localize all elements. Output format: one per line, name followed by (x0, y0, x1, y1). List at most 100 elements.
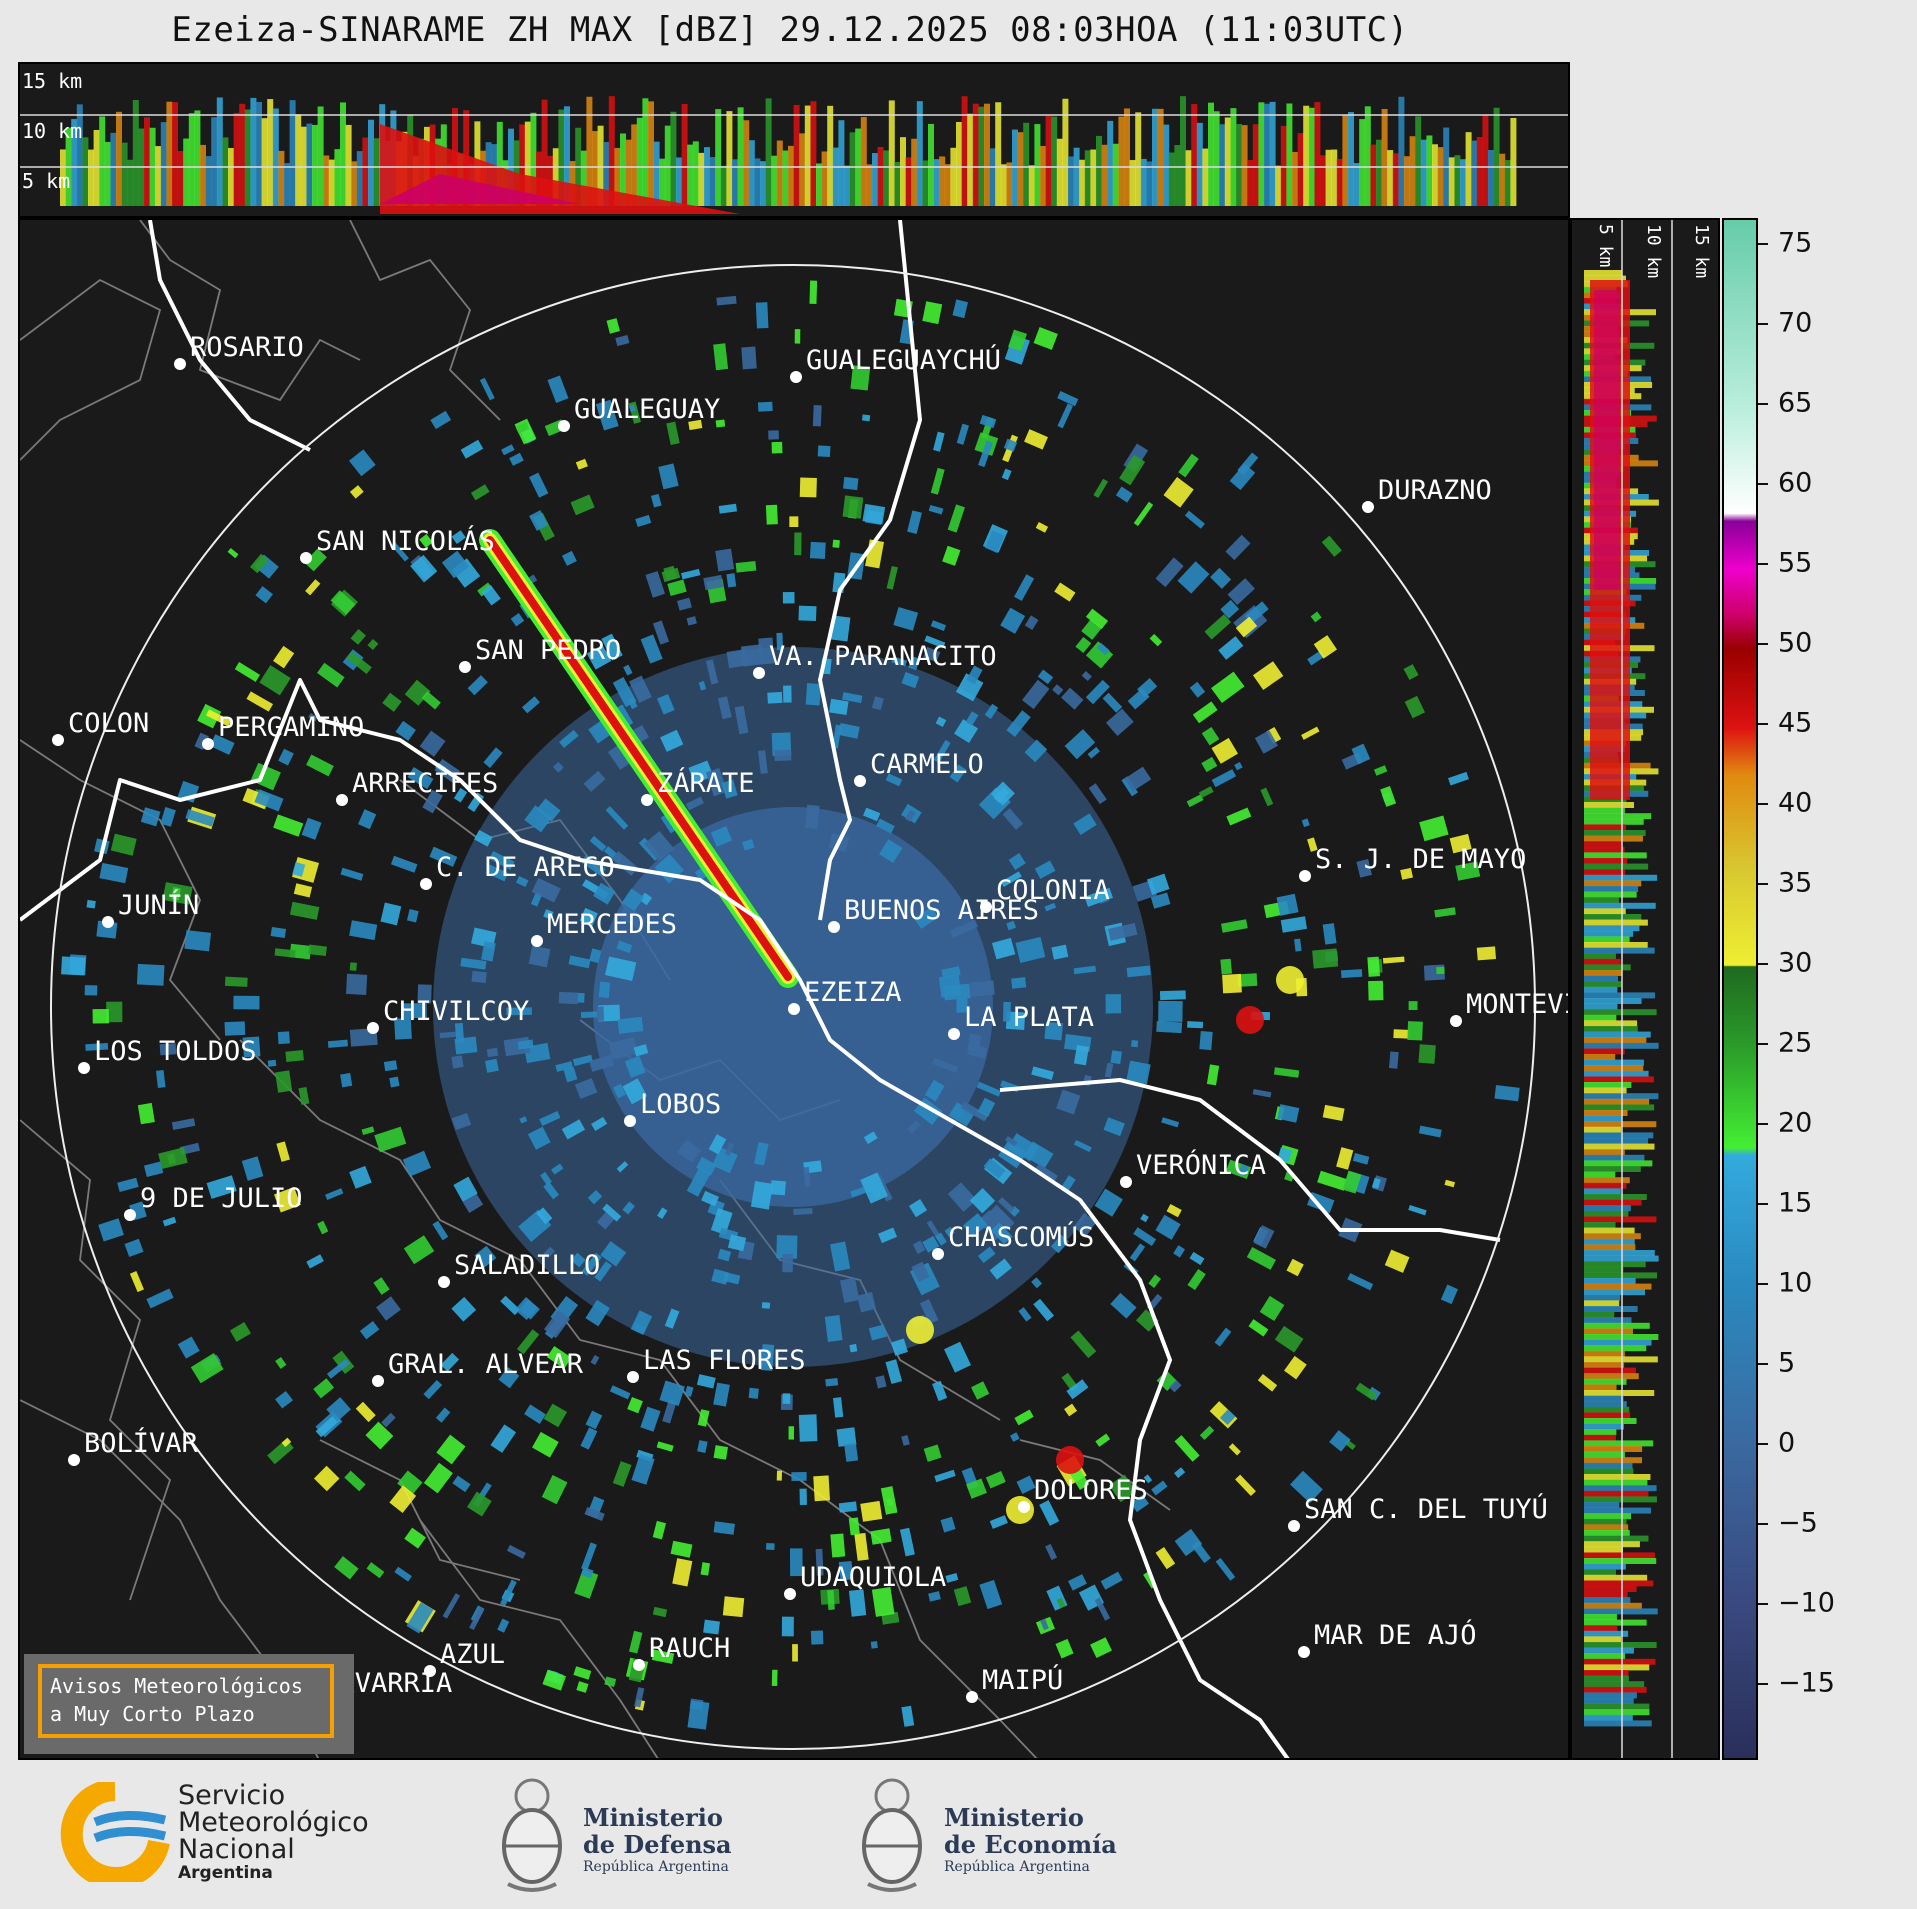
city-label: SAN PEDRO (475, 635, 621, 666)
city-label: COLON (68, 708, 149, 739)
city-marker: GUALEGUAYCHÚ (790, 344, 1001, 383)
colorbar-tick-mark (1758, 1603, 1768, 1605)
city-label: UDAQUIOLA (800, 1562, 946, 1593)
colorbar-tick-mark (1758, 483, 1768, 485)
city-dot (966, 1691, 978, 1703)
city-dot (1362, 501, 1374, 513)
city-dot (174, 358, 186, 370)
side-label-10km: 10 km (1643, 224, 1664, 278)
city-dot (1299, 870, 1311, 882)
colorbar-tick-mark (1758, 1523, 1768, 1525)
city-marker: ZÁRATE (641, 767, 755, 806)
city-marker: DURAZNO (1362, 475, 1492, 513)
colorbar-tick-label: 10 (1778, 1267, 1813, 1299)
city-dot (627, 1371, 639, 1383)
city-label: CHASCOMÚS (948, 1221, 1094, 1253)
colorbar-tick-label: 20 (1778, 1107, 1813, 1139)
city-marker: CARMELO (854, 749, 984, 787)
city-marker: MERCEDES (531, 909, 677, 947)
colorbar-tick-label: 35 (1778, 867, 1813, 899)
warning-line2: a Muy Corto Plazo (50, 1702, 255, 1726)
colorbar-tick-label: 5 (1778, 1347, 1796, 1379)
colorbar-tick-label: 75 (1778, 227, 1813, 259)
top-label-15km: 15 km (22, 69, 82, 93)
city-marker: BUENOS AIRES (828, 895, 1039, 933)
city-marker: UDAQUIOLA (784, 1562, 946, 1600)
footer: Servicio Meteorológico Nacional Argentin… (0, 1760, 1917, 1909)
colorbar-tick-label: 60 (1778, 467, 1813, 499)
side-echo-profile (1584, 270, 1659, 1727)
city-label: VA. PARANACITO (769, 641, 997, 672)
city-label: JUNÍN (118, 889, 199, 921)
city-marker: PERGAMINO (202, 712, 364, 750)
smn-logo-text: Servicio Meteorológico Nacional Argentin… (178, 1782, 369, 1883)
city-marker: EZEIZA (788, 977, 902, 1015)
city-marker: CHIVILCOY (367, 996, 529, 1034)
defensa-logo-text: Ministerio de Defensa República Argentin… (583, 1804, 732, 1876)
city-dot (753, 667, 765, 679)
colorbar-tick-mark (1758, 1683, 1768, 1685)
colorbar-tick-label: 55 (1778, 547, 1813, 579)
city-marker: SAN NICOLÁS (300, 525, 495, 564)
city-marker: LOS TOLDOS (78, 1036, 257, 1074)
city-dot (828, 921, 840, 933)
city-label: ZÁRATE (657, 767, 755, 799)
radar-map[interactable]: ROSARIO GUALEGUAYCHÚ GUALEGUAY SAN NICOLÁS D… (18, 218, 1570, 1760)
city-label: EZEIZA (804, 977, 902, 1008)
radar-range-ring (50, 264, 1536, 1750)
city-label: LA PLATA (964, 1002, 1094, 1033)
city-label: SAN C. DEL TUYÚ (1304, 1493, 1548, 1525)
city-label: LOS TOLDOS (94, 1036, 257, 1067)
city-dot (102, 916, 114, 928)
warning-box[interactable]: Avisos Meteorológicos a Muy Corto Plazo (38, 1664, 334, 1738)
city-dot (336, 794, 348, 806)
city-marker: GRAL. ALVEAR (372, 1349, 584, 1387)
city-dot (624, 1115, 636, 1127)
city-dot (424, 1665, 436, 1677)
defensa-line3: República Argentina (583, 1859, 729, 1875)
colorbar-tick-mark (1758, 963, 1768, 965)
city-dot (1450, 1015, 1462, 1027)
city-dot (420, 878, 432, 890)
city-dot (367, 1022, 379, 1034)
city-label: SAN NICOLÁS (316, 525, 495, 557)
city-marker: SAN PEDRO (459, 635, 621, 673)
city-label: LOBOS (640, 1089, 721, 1120)
city-label: S. J. DE MAYO (1315, 844, 1526, 875)
city-label: MAIPÚ (982, 1664, 1063, 1696)
city-label: DOLORES (1034, 1475, 1148, 1506)
colorbar-tick-label: 70 (1778, 307, 1813, 339)
top-label-10km: 10 km (22, 119, 82, 143)
city-marker: MAIPÚ (966, 1664, 1063, 1703)
city-label: SALADILLO (454, 1250, 600, 1281)
colorbar-tick-mark (1758, 1283, 1768, 1285)
warning-line1: Avisos Meteorológicos (50, 1674, 303, 1698)
city-marker: GUALEGUAY (558, 394, 720, 432)
city-marker: COLONIA (980, 875, 1110, 913)
colorbar-tick-label: 65 (1778, 387, 1813, 419)
city-marker: RAUCH (633, 1633, 730, 1671)
city-dot (459, 661, 471, 673)
colorbar-tick-label: −15 (1778, 1667, 1835, 1699)
city-marker: LOBOS (624, 1089, 721, 1127)
city-marker: SALADILLO (438, 1250, 600, 1288)
economia-logo-text: Ministerio de Economía República Argenti… (944, 1804, 1117, 1876)
coastline (20, 220, 1501, 1758)
top-echo-profile (60, 96, 1517, 214)
city-marker: 9 DE JULIO (124, 1183, 303, 1221)
city-marker: MAR DE AJÓ (1298, 1619, 1477, 1658)
top-cross-section-canvas: 15 km 10 km 5 km (20, 69, 1568, 214)
city-dot (633, 1659, 645, 1671)
city-label: GUALEGUAYCHÚ (806, 344, 1001, 376)
city-label: CARMELO (870, 749, 984, 780)
city-label: BOLÍVAR (84, 1427, 199, 1459)
colorbar-tick-label: 30 (1778, 947, 1813, 979)
city-label: AZUL (440, 1639, 505, 1670)
colorbar-tick-label: −5 (1778, 1507, 1818, 1539)
economia-line1: Ministerio (944, 1803, 1084, 1832)
defensa-line2: de Defensa (583, 1830, 732, 1859)
city-marker: BOLÍVAR (68, 1427, 199, 1466)
city-dot (1298, 1646, 1310, 1658)
city-marker: MONTEVIDEO (1450, 989, 1568, 1027)
city-dot (784, 1588, 796, 1600)
